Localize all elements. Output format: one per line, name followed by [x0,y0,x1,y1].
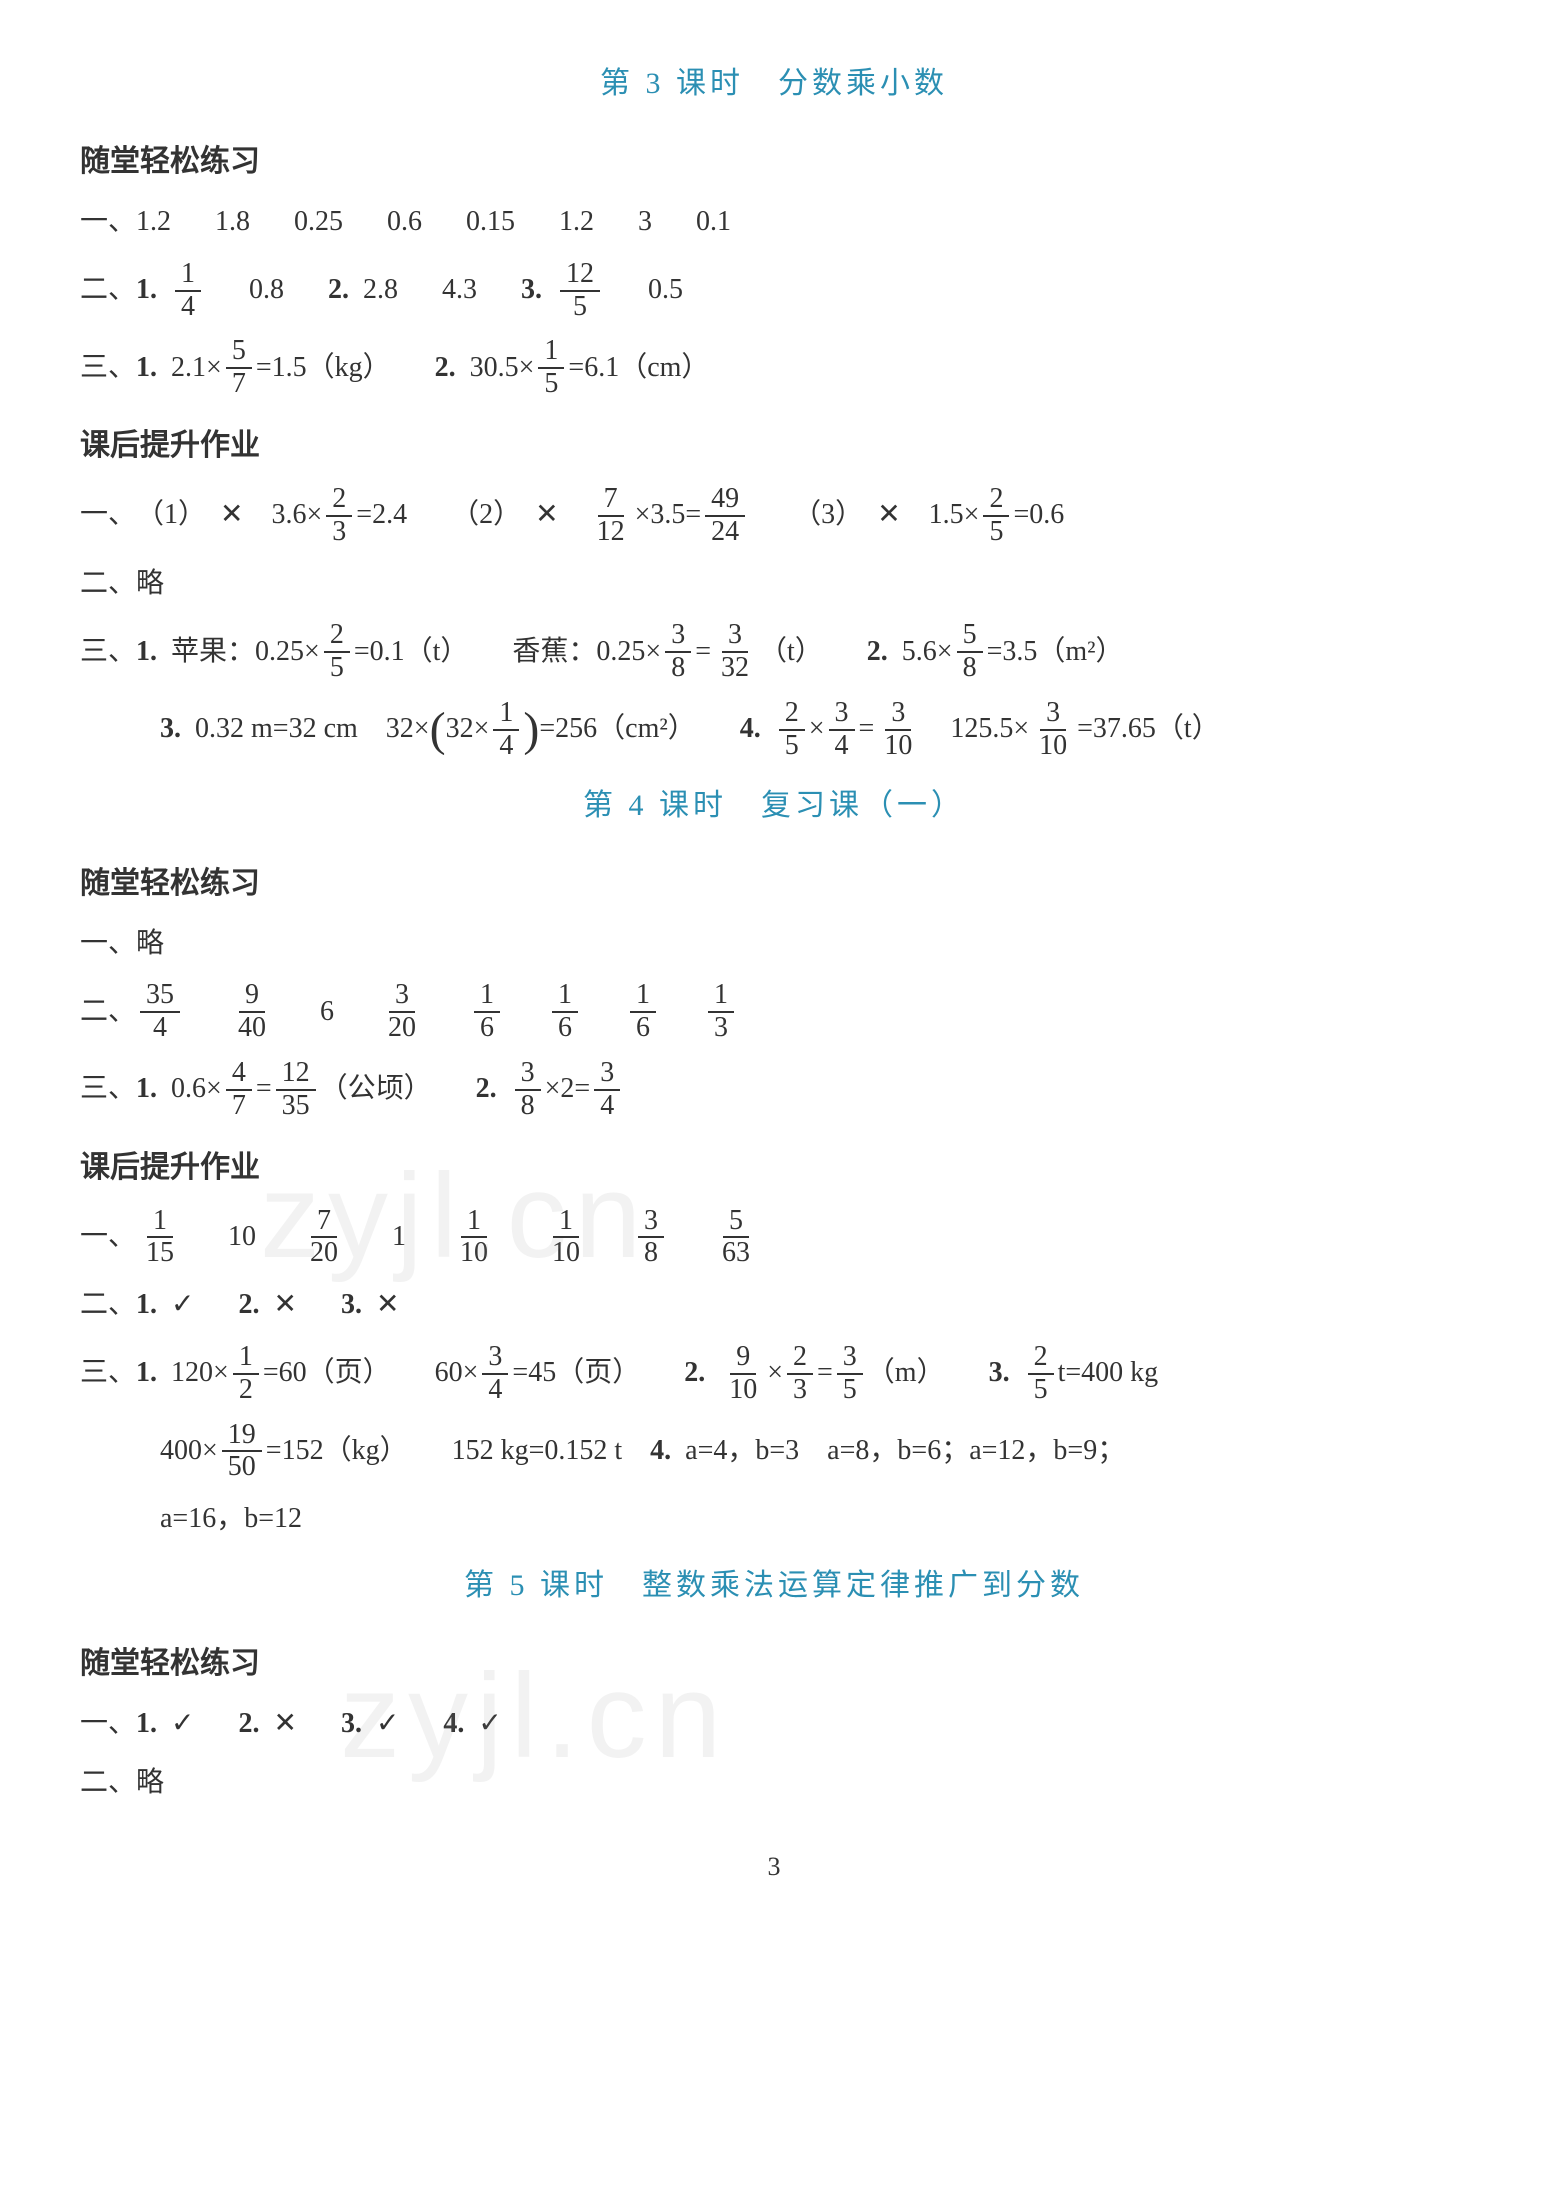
lesson5-title: 第 5 课时 整数乘法运算定律推广到分数 [80,1562,1468,1610]
lesson3-title: 第 3 课时 分数乘小数 [80,60,1468,108]
l3s2-q3-line2: 3. 0.32 m=32 cm 32× ( 32× 14 ) =256（cm²）… [80,698,1468,762]
l3s1-q1: 一、 1.2 1.8 0.25 0.6 0.15 1.2 3 0.1 [80,200,1468,245]
l3s2-q2: 二、略 [80,562,1468,607]
l4s2-q2: 二、 1. ✓ 2. ✕ 3. ✕ [80,1283,1468,1328]
sec-header: 随堂轻松练习 [80,1640,1468,1688]
l4s2-q3-line1: 三、 1. 120× 12 =60（页） 60× 34 =45（页） 2. 91… [80,1342,1468,1406]
sec-header: 课后提升作业 [80,1144,1468,1192]
l4s2-q1: 一、 115 10 720 1 110 110 38 563 [80,1206,1468,1270]
sec-header: 随堂轻松练习 [80,138,1468,186]
l4s2-q3-line3: a=16，b=12 [80,1497,1468,1542]
l5s1-q2: 二、略 [80,1761,1468,1806]
l5s1-q1: 一、 1. ✓ 2. ✕ 3. ✓ 4. ✓ [80,1702,1468,1747]
sec-header: 随堂轻松练习 [80,860,1468,908]
l4s1-q2: 二、 354 940 6 320 16 16 16 13 [80,980,1468,1044]
l3s2-q3-line1: 三、 1. 苹果：0.25× 25 =0.1（t） 香蕉：0.25× 38 = … [80,620,1468,684]
sec-header: 课后提升作业 [80,422,1468,470]
l4s2-q3-line2: 400× 1950 =152（kg） 152 kg=0.152 t 4. a=4… [80,1420,1468,1484]
l4s1-q3: 三、 1. 0.6× 47 = 1235 （公顷） 2. 38 ×2= 34 [80,1058,1468,1122]
l3s1-q2: 二、 1. 14 0.8 2. 2.8 4.3 3. 125 0.5 [80,259,1468,323]
l4s1-q1: 一、略 [80,922,1468,967]
l3s1-q3: 三、 1. 2.1× 57 =1.5（kg） 2. 30.5× 15 =6.1（… [80,336,1468,400]
l3s2-q1: 一、 （1） ✕ 3.6× 23 =2.4 （2） ✕ 712 ×3.5= 49… [80,484,1468,548]
lesson4-title: 第 4 课时 复习课（一） [80,782,1468,830]
page-number: 3 [80,1846,1468,1888]
